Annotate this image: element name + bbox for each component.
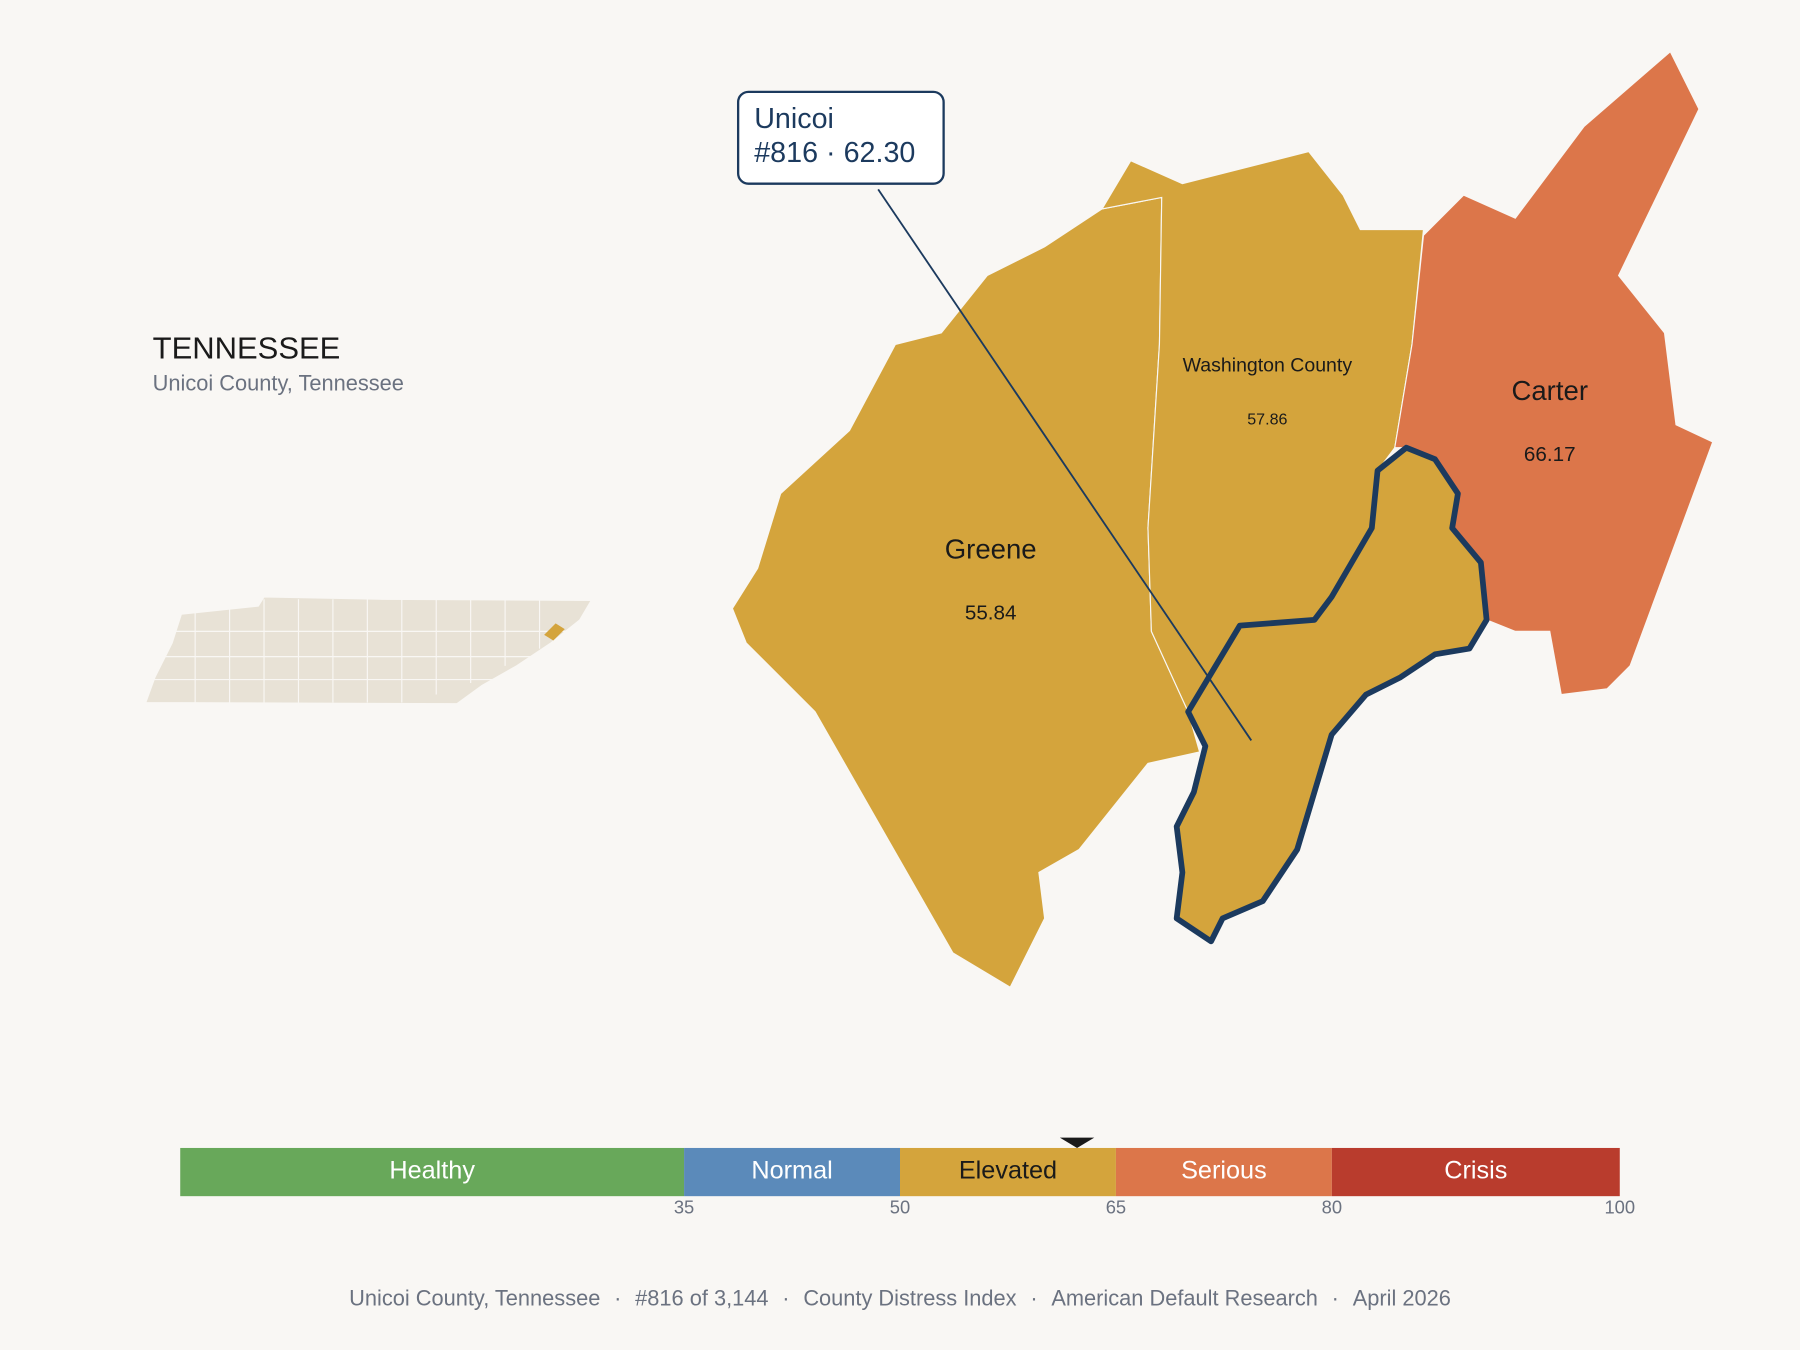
- callout-leader: [877, 188, 1253, 741]
- selected-county[interactable]: [1173, 444, 1490, 945]
- state-highlight: [544, 623, 565, 641]
- footer-item: American Default Research: [1051, 1285, 1318, 1310]
- legend-tick-label: 80: [1322, 1197, 1342, 1218]
- legend-band: [1331, 1147, 1620, 1197]
- score-marker: [1059, 1137, 1095, 1148]
- footer-separator: ·: [1332, 1285, 1339, 1310]
- county-value: 55.84: [965, 602, 1017, 625]
- county-name: Greene: [945, 533, 1037, 564]
- legend-tick-label: 50: [890, 1197, 910, 1218]
- legend-band-label: Crisis: [1444, 1157, 1507, 1185]
- footer-item: #816 of 3,144: [635, 1285, 768, 1310]
- callout-separator: ·: [826, 136, 836, 168]
- subtitle: Unicoi County, Tennessee: [153, 370, 404, 395]
- callout-box: [736, 90, 945, 185]
- county-name: Washington County: [1183, 354, 1353, 376]
- footer-separator: ·: [614, 1285, 621, 1310]
- legend-band-label: Normal: [751, 1157, 832, 1185]
- legend-tick-label: 35: [674, 1197, 694, 1218]
- legend: Healthy 35 Normal 50 Elevated 65 Serious 80 Cris…: [180, 1137, 1635, 1218]
- county-group: [731, 50, 1714, 989]
- legend-band-label: Serious: [1181, 1157, 1267, 1185]
- county-value: 66.17: [1524, 443, 1576, 466]
- footer-separator: ·: [782, 1285, 789, 1310]
- callout-rank: #816: [754, 136, 818, 168]
- state-outline: [144, 596, 593, 705]
- footer-item: April 2026: [1353, 1285, 1451, 1310]
- state-title: TENNESSEE: [153, 330, 341, 365]
- legend-tick-label: 100: [1604, 1197, 1635, 1218]
- footer-separator: ·: [1030, 1285, 1037, 1310]
- callout-detail: #816 · 62.30: [754, 136, 915, 168]
- legend-band: [684, 1147, 900, 1197]
- footer-item: County Distress Index: [803, 1285, 1016, 1310]
- callout-score: 62.30: [844, 136, 916, 168]
- county-name: Carter: [1511, 375, 1588, 406]
- callout-name: Unicoi: [754, 103, 834, 135]
- legend-tick-label: 65: [1106, 1197, 1126, 1218]
- footer-item: Unicoi County, Tennessee: [349, 1285, 600, 1310]
- legend-band-label: Healthy: [389, 1157, 475, 1185]
- legend-band: [180, 1147, 685, 1197]
- county-value: 57.86: [1247, 410, 1287, 428]
- footer: Unicoi County, Tennessee · #816 of 3,144 · C…: [349, 1285, 1451, 1310]
- state-county-lines: [151, 599, 580, 703]
- legend-band: [900, 1147, 1116, 1197]
- legend-band: [1115, 1147, 1332, 1197]
- legend-band-label: Elevated: [959, 1157, 1057, 1185]
